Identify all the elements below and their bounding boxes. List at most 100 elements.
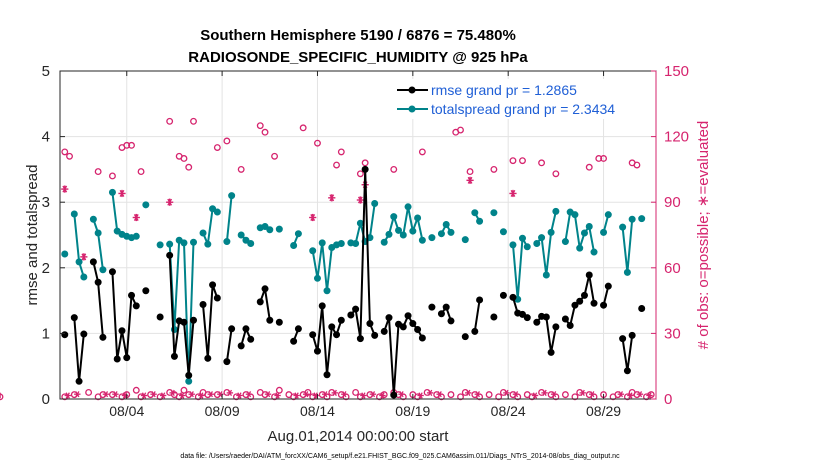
evaluated-count-marker-low	[112, 391, 119, 398]
evaluated-count-marker-low	[150, 391, 157, 398]
totalspread-point	[166, 240, 174, 248]
totalspread-point	[437, 230, 445, 238]
legend-rmse-marker	[408, 86, 416, 94]
rmse-point	[414, 325, 422, 333]
totalspread-point	[275, 225, 283, 233]
evaluated-asterisk-stroke	[637, 391, 643, 398]
legend: rmse grand pr = 1.2865 totalspread grand…	[391, 79, 645, 119]
evaluated-asterisk-stroke	[380, 392, 385, 399]
rmse-point	[94, 278, 102, 286]
rmse-point	[204, 354, 212, 362]
possible-count-marker	[509, 157, 517, 165]
totalspread-line	[512, 234, 529, 300]
totalspread-point	[547, 228, 555, 236]
rmse-point	[118, 327, 126, 335]
rmse-point	[476, 296, 484, 304]
rmse-point	[242, 325, 250, 333]
possible-count-marker	[490, 165, 498, 173]
evaluated-count-marker	[132, 213, 140, 222]
totalspread-point	[623, 268, 631, 276]
rmse-point	[623, 367, 631, 375]
rmse-point	[323, 371, 331, 379]
totalspread-point	[580, 229, 588, 237]
evaluated-count-marker-low	[474, 391, 482, 398]
possible-count-marker	[61, 148, 69, 156]
rmse-point	[442, 303, 450, 311]
rmse-point	[356, 335, 364, 343]
possible-count-marker	[390, 165, 398, 173]
y-tick-label-left: 0	[42, 391, 50, 408]
rmse-point	[361, 165, 369, 173]
possible-count-marker-low	[571, 393, 579, 401]
rmse-point	[123, 354, 131, 362]
totalspread-point	[89, 215, 97, 223]
y-tick-label-right: 30	[664, 325, 681, 342]
totalspread-point	[590, 248, 598, 256]
rmse-point	[571, 301, 579, 309]
rmse-point	[347, 311, 355, 319]
rmse-point	[237, 342, 245, 350]
legend-spread-marker	[408, 105, 416, 113]
totalspread-point	[533, 240, 541, 248]
evaluated-count-marker	[466, 176, 474, 184]
evaluated-asterisk-stroke	[113, 391, 118, 398]
rmse-point	[437, 310, 445, 318]
evaluated-count-marker-low	[465, 389, 472, 396]
totalspread-point	[399, 231, 407, 239]
possible-count-marker	[600, 155, 608, 162]
rmse-point	[223, 358, 231, 366]
possible-count-marker	[94, 168, 102, 176]
y-tick-label-right: 90	[664, 194, 681, 211]
rmse-point	[499, 291, 507, 299]
rmse-point	[461, 333, 469, 341]
rmse-point	[61, 331, 69, 339]
data-file-footer: data file: /Users/raeder/DAI/ATM_forcXX/…	[180, 453, 620, 460]
evaluated-asterisk-stroke	[437, 391, 442, 398]
possible-count-marker	[538, 159, 546, 167]
possible-count-marker-low	[485, 391, 493, 399]
totalspread-point	[352, 240, 360, 248]
evaluated-count-marker-low	[274, 392, 281, 399]
legend-rmse-label: rmse grand pr = 1.2865	[431, 82, 577, 98]
rmse-point	[399, 323, 407, 331]
rmse-point	[352, 305, 360, 313]
rmse-point	[256, 298, 264, 306]
totalspread-point	[385, 230, 393, 238]
totalspread-point	[337, 240, 345, 248]
evaluated-count-marker-low	[102, 391, 110, 398]
rmse-point	[533, 318, 541, 326]
totalspread-point	[571, 211, 579, 219]
rmse-point	[390, 391, 398, 399]
totalspread-point	[228, 192, 236, 200]
possible-count-marker	[271, 152, 279, 160]
rmse-point	[619, 335, 627, 343]
possible-count-marker	[190, 117, 197, 125]
possible-count-marker	[337, 148, 345, 156]
evaluated-asterisk-stroke	[294, 392, 299, 399]
totalspread-point	[461, 236, 469, 244]
possible-count-marker-low	[447, 391, 455, 399]
totalspread-line	[225, 195, 233, 242]
rmse-point	[447, 317, 455, 325]
totalspread-point	[70, 210, 78, 218]
evaluated-count-marker-low	[550, 391, 558, 398]
evaluated-asterisk-stroke	[466, 389, 471, 396]
totalspread-point	[61, 250, 69, 258]
series-layer	[0, 117, 655, 401]
evaluated-asterisk-stroke	[513, 391, 519, 398]
y-tick-label-left: 5	[42, 63, 50, 80]
totalspread-point	[638, 215, 646, 223]
evaluated-count-marker-low	[331, 389, 338, 396]
totalspread-point	[409, 227, 417, 235]
totalspread-point	[108, 188, 116, 196]
possible-count-marker	[519, 157, 526, 165]
rmse-point	[89, 258, 97, 266]
totalspread-point	[318, 239, 326, 247]
rmse-point	[638, 304, 646, 312]
possible-count-marker	[137, 168, 145, 176]
totalspread-point	[313, 274, 321, 282]
rmse-point	[600, 301, 608, 309]
evaluated-asterisk-stroke	[160, 392, 166, 399]
evaluated-count-marker-low	[188, 391, 195, 398]
